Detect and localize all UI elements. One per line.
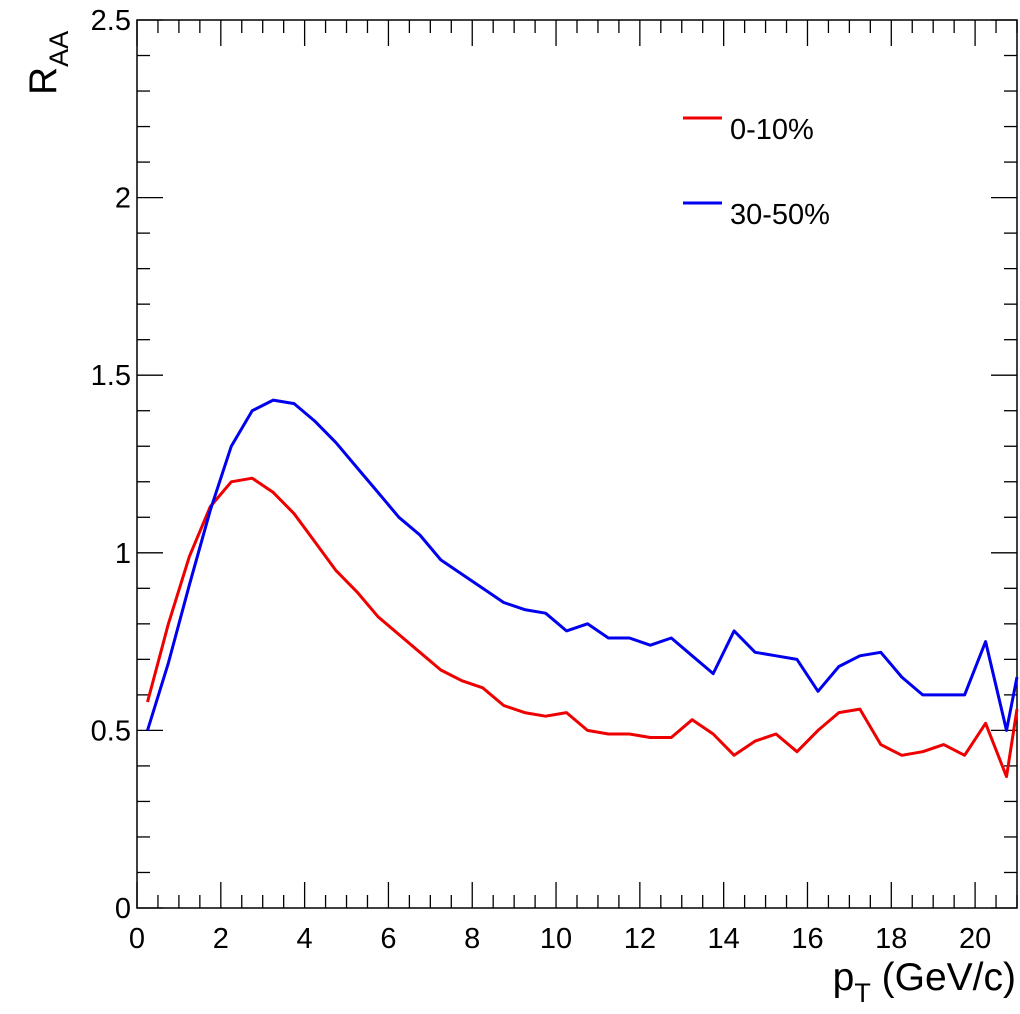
legend: 0-10% 30-50%: [683, 114, 830, 231]
x-axis-label: pT (GeV/c): [833, 956, 1016, 1008]
series-line-0-10: [146, 476, 1019, 779]
y-axis-label: RAA: [22, 31, 74, 95]
series-line-30-50: [146, 398, 1019, 732]
legend-label-0-10: 0-10%: [730, 114, 814, 146]
y-tick-label: 1.5: [91, 360, 131, 392]
plot-frame: [136, 19, 1018, 909]
axis-ticks: [136, 19, 1018, 909]
y-tick-label: 0.5: [91, 715, 131, 747]
legend-label-30-50: 30-50%: [730, 199, 830, 231]
x-tick-label: 16: [791, 923, 823, 955]
series-lines: [146, 398, 1019, 779]
x-tick-label: 18: [875, 923, 907, 955]
x-tick-label: 4: [297, 923, 313, 955]
x-tick-label: 0: [129, 923, 145, 955]
y-tick-label: 2: [115, 183, 131, 215]
y-tick-label: 1: [115, 538, 131, 570]
y-tick-label: 0: [115, 893, 131, 925]
x-tick-label: 20: [959, 923, 991, 955]
x-tick-label: 6: [380, 923, 396, 955]
x-tick-label: 12: [624, 923, 656, 955]
y-tick-label: 2.5: [91, 5, 131, 37]
x-tick-label: 10: [540, 923, 572, 955]
x-tick-label: 8: [464, 923, 480, 955]
x-tick-label: 2: [213, 923, 229, 955]
x-tick-label: 14: [708, 923, 740, 955]
tick-labels: 0 2 4 6 8 10 12 14 16 18 20 0 0.5 1 1.5 2 2.5: [91, 5, 992, 955]
